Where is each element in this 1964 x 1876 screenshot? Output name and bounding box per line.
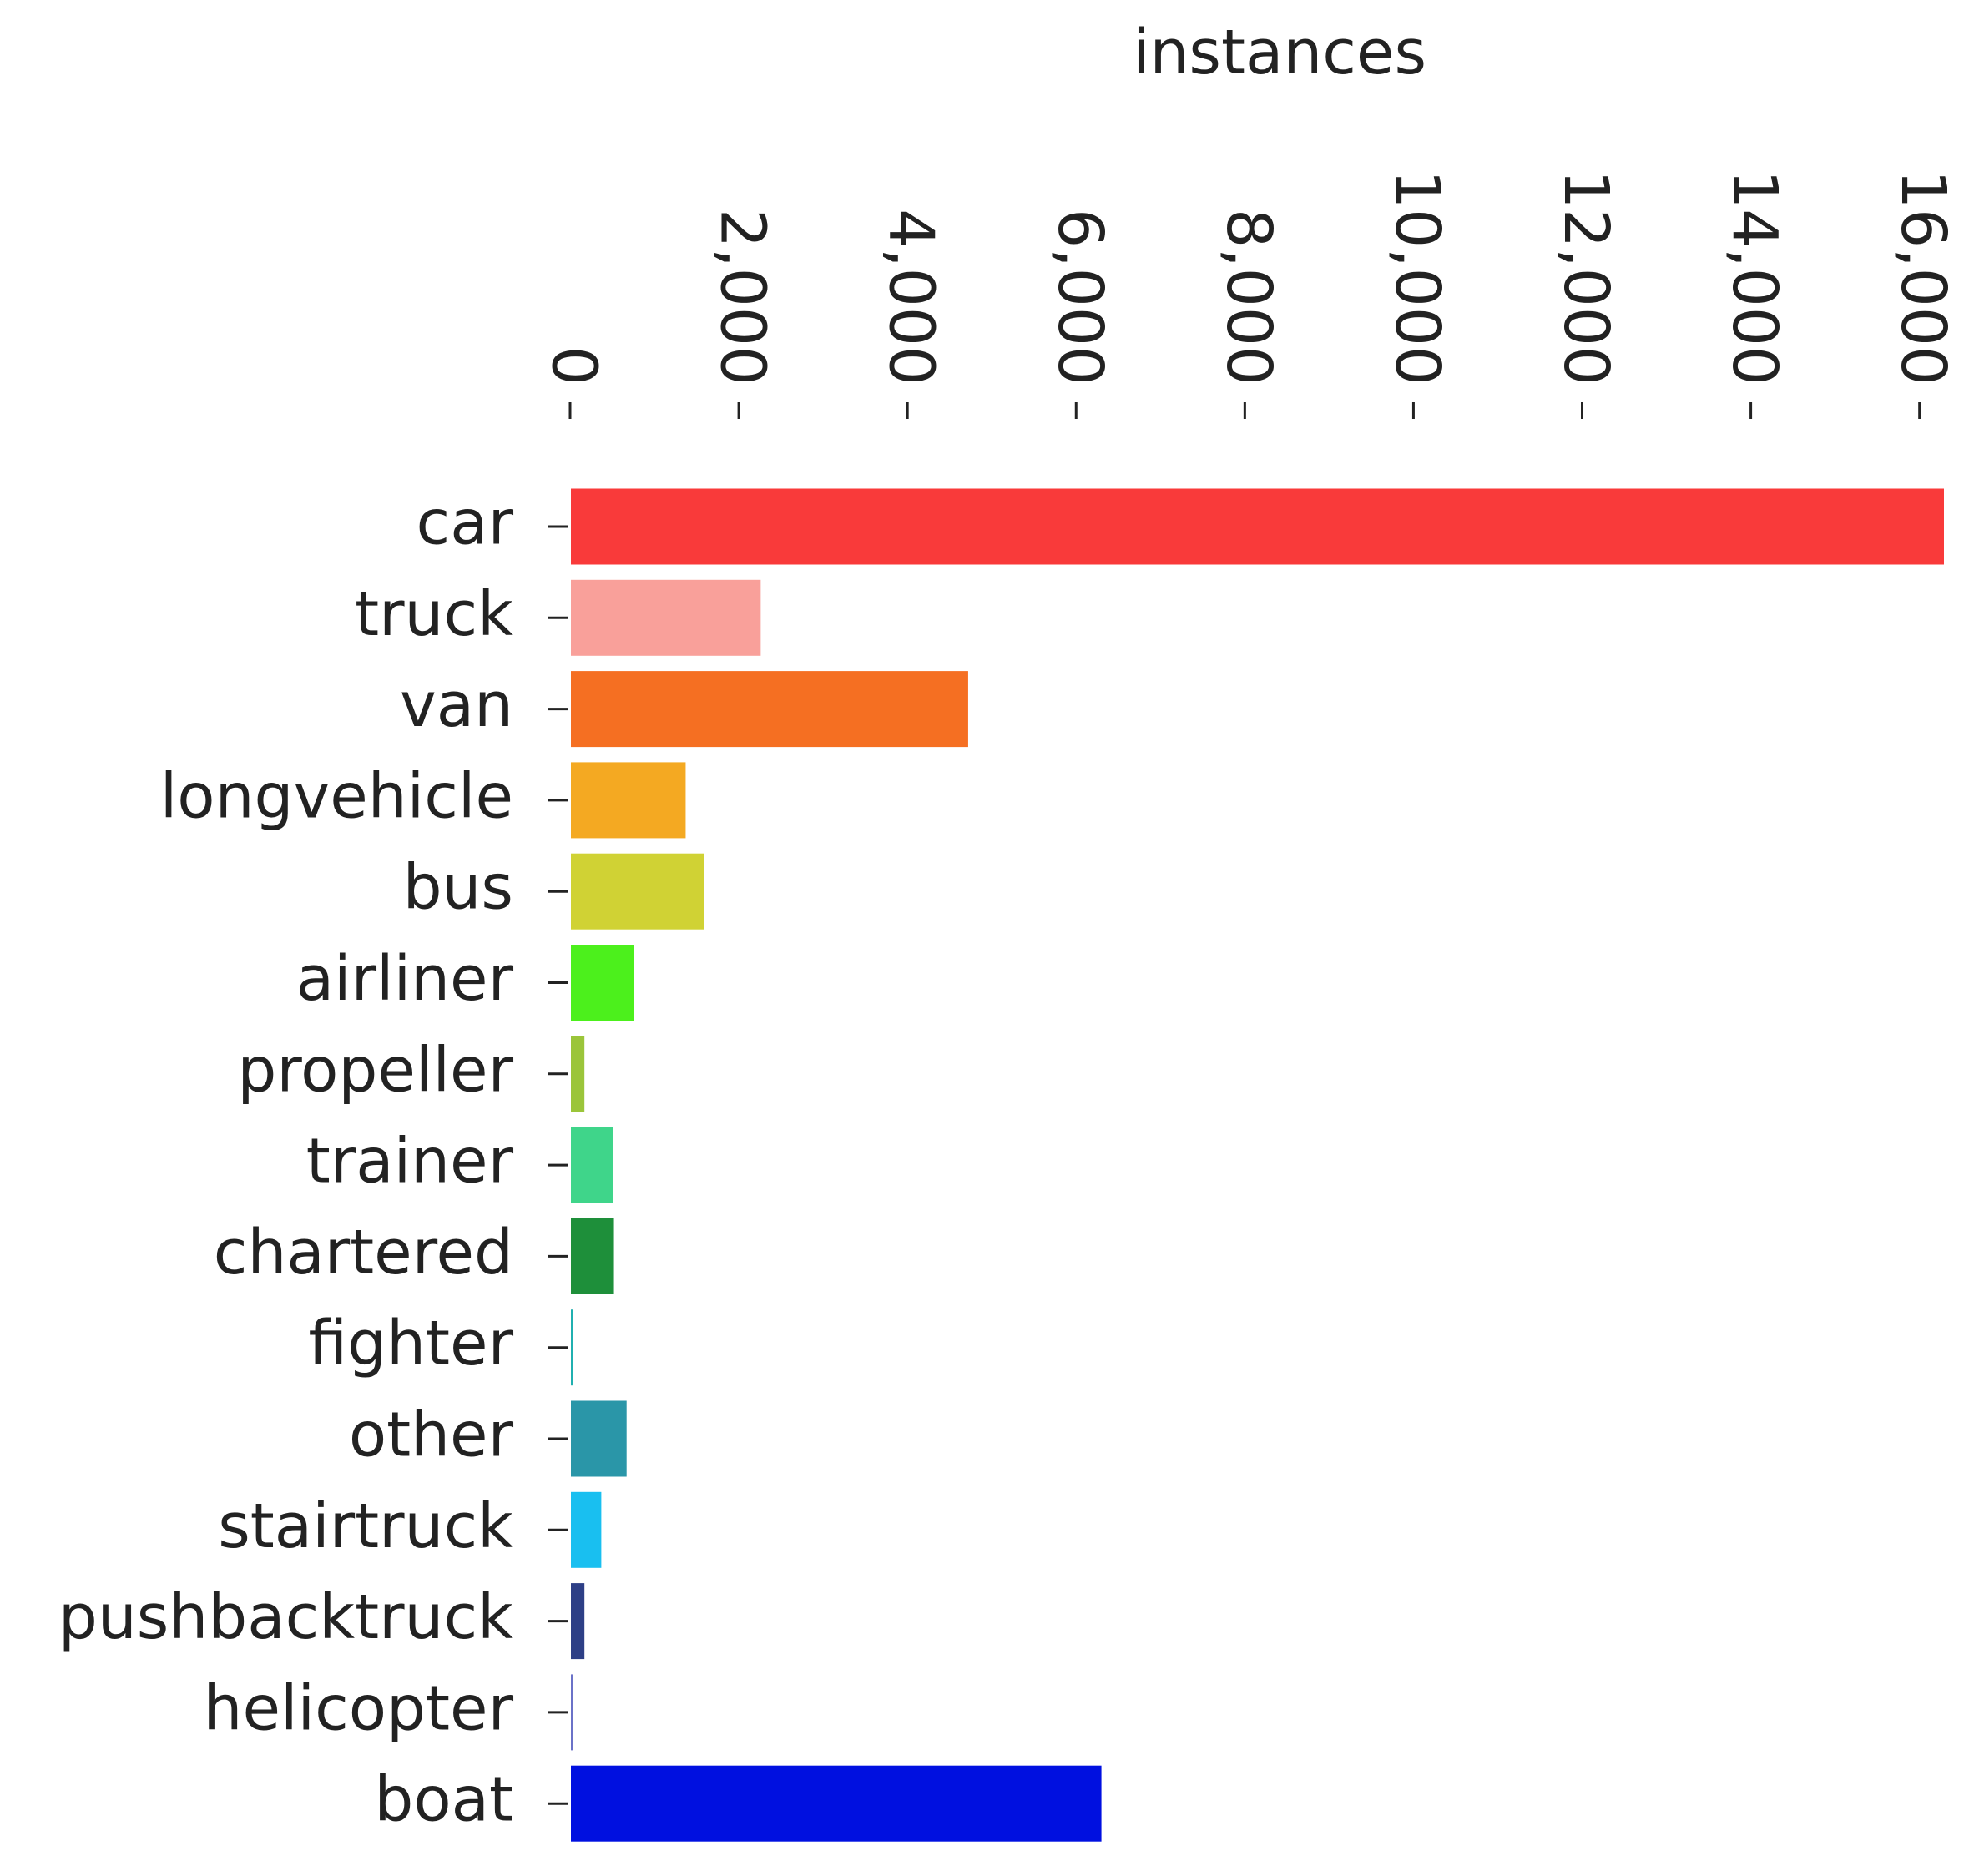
bar [569, 1672, 575, 1752]
x-tick-label: 0 [538, 346, 609, 386]
bar [569, 1034, 587, 1114]
x-tick-label: 10,000 [1381, 169, 1453, 386]
y-tick-label: fighter [309, 1308, 514, 1379]
y-tick-label: longvehicle [160, 760, 513, 832]
bar [569, 1581, 587, 1662]
y-tick-label: trainer [306, 1126, 514, 1198]
x-tick-label: 12,000 [1550, 169, 1622, 386]
y-tick-label: propeller [237, 1034, 513, 1106]
x-tick-label: 4,000 [876, 209, 947, 386]
bar [569, 851, 706, 931]
y-tick-label: stairtruck [218, 1490, 513, 1562]
x-tick-label: 2,000 [707, 209, 779, 386]
bar [569, 760, 688, 840]
bar [569, 1125, 615, 1205]
y-tick-label: airliner [296, 943, 514, 1015]
y-tick-label: van [400, 669, 513, 741]
y-tick-label: truck [355, 578, 513, 650]
bar [569, 1308, 575, 1388]
x-tick-label: 16,000 [1887, 169, 1959, 386]
y-tick-label: car [417, 487, 514, 559]
y-tick-label: pushbacktruck [58, 1581, 513, 1653]
x-tick-label: 6,000 [1044, 209, 1116, 386]
bar [569, 1216, 616, 1296]
bar [569, 1490, 603, 1570]
bar [569, 1763, 1103, 1843]
x-axis-label: instances [1133, 17, 1426, 88]
x-tick-label: 8,000 [1213, 209, 1285, 386]
bar [569, 1399, 629, 1479]
bar [569, 669, 970, 749]
bar [569, 943, 636, 1022]
y-tick-label: helicopter [204, 1672, 514, 1744]
bar [569, 577, 763, 658]
y-tick-label: other [349, 1399, 514, 1471]
x-tick-label: 14,000 [1719, 169, 1790, 386]
y-tick-label: bus [403, 852, 513, 924]
y-tick-label: chartered [214, 1217, 513, 1288]
y-tick-label: boat [374, 1764, 513, 1836]
bar [569, 487, 1946, 567]
